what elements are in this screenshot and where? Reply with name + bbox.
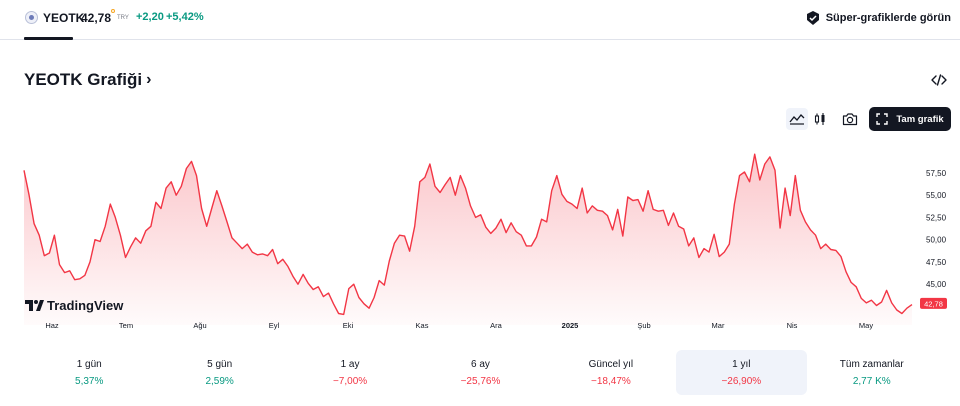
period-tab[interactable]: 1 gün 5,37% bbox=[24, 350, 154, 395]
period-change-value: 2,77 K% bbox=[852, 376, 891, 387]
camera-icon bbox=[842, 113, 858, 126]
price-line bbox=[23, 153, 913, 316]
x-tick-label: Ara bbox=[490, 321, 503, 330]
x-tick-label: 2025 bbox=[562, 321, 579, 330]
area-chart-icon bbox=[789, 114, 805, 125]
full-chart-label: Tam grafik bbox=[896, 113, 944, 125]
period-label: 5 gün bbox=[207, 359, 233, 370]
price-change-percent: +5,42% bbox=[166, 11, 204, 23]
x-tick-label: Tem bbox=[119, 321, 133, 330]
y-tick-label: 55,00 bbox=[926, 191, 947, 200]
period-label: Tüm zamanlar bbox=[839, 359, 904, 370]
full-chart-button[interactable]: Tam grafik bbox=[869, 107, 951, 131]
last-price-label: 42,78 bbox=[924, 299, 943, 308]
price-area bbox=[24, 154, 912, 325]
x-tick-label: Eki bbox=[343, 321, 354, 330]
period-tab[interactable]: Tüm zamanlar 2,77 K% bbox=[807, 350, 937, 395]
y-tick-label: 50,00 bbox=[926, 236, 947, 245]
candles-icon bbox=[814, 113, 825, 125]
symbol-price: 42,78 bbox=[81, 11, 112, 25]
snapshot-button[interactable] bbox=[839, 108, 861, 130]
y-tick-label: 45,00 bbox=[926, 280, 947, 289]
period-label: 1 gün bbox=[76, 359, 102, 370]
super-charts-link[interactable]: Süper-grafiklerde görün bbox=[805, 9, 951, 27]
performance-periods: 1 gün 5,37% 5 gün 2,59% 1 ay −7,00% 6 ay −25,76… bbox=[24, 350, 937, 395]
period-tab[interactable]: 6 ay −25,76% bbox=[415, 350, 545, 395]
period-label: Güncel yıl bbox=[588, 359, 634, 370]
x-tick-label: Eyl bbox=[269, 321, 280, 330]
period-change-value: −26,90% bbox=[721, 376, 762, 387]
period-change-value: 2,59% bbox=[205, 376, 234, 387]
price-chart[interactable]: 57,50 55,00 52,50 50,00 47,50 45,00 Haz Tem Ağu… bbox=[0, 140, 960, 340]
y-tick-label: 57,50 bbox=[926, 169, 947, 178]
chevron-right-icon: › bbox=[146, 71, 152, 88]
period-change-value: −25,76% bbox=[460, 376, 501, 387]
super-charts-label: Süper-grafiklerde görün bbox=[825, 12, 951, 24]
super-charts-icon bbox=[806, 11, 819, 25]
area-chart-style-button[interactable] bbox=[786, 108, 808, 130]
x-tick-label: Şub bbox=[637, 321, 650, 330]
x-axis: Haz Tem Ağu Eyl Eki Kas Ara 2025 Şub Mar Nis May bbox=[45, 321, 873, 330]
x-tick-label: Kas bbox=[416, 321, 429, 330]
y-tick-label: 52,50 bbox=[926, 213, 947, 222]
active-tab-indicator bbox=[24, 37, 73, 40]
symbol-name[interactable]: YEOTK bbox=[43, 11, 85, 25]
chart-title-link[interactable]: YEOTK Grafiği › bbox=[24, 70, 151, 90]
x-tick-label: Haz bbox=[45, 321, 59, 330]
period-tab[interactable]: Güncel yıl −18,47% bbox=[546, 350, 676, 395]
watermark-text: TradingView bbox=[47, 298, 124, 313]
price-change: +2,20 bbox=[136, 11, 164, 23]
period-tab[interactable]: 5 gün 2,59% bbox=[154, 350, 284, 395]
x-tick-label: May bbox=[859, 321, 873, 330]
x-tick-label: Nis bbox=[787, 321, 798, 330]
page-title: YEOTK Grafiği bbox=[24, 70, 143, 89]
fullscreen-icon bbox=[876, 113, 889, 125]
tradingview-watermark: TradingView bbox=[25, 298, 124, 313]
tradingview-logo-icon bbox=[25, 300, 44, 311]
market-status-icon bbox=[111, 9, 115, 13]
candles-chart-style-button[interactable] bbox=[809, 108, 831, 130]
y-tick-label: 47,50 bbox=[926, 258, 947, 267]
last-price-marker: 42,78 bbox=[920, 297, 947, 309]
symbol-bar: YEOTK 42,78 TRY +2,20 +5,42% Süper-grafi… bbox=[0, 0, 960, 40]
x-tick-label: Mar bbox=[712, 321, 725, 330]
period-tab[interactable]: 1 ay −7,00% bbox=[285, 350, 415, 395]
period-label: 1 yıl bbox=[732, 359, 751, 370]
period-change-value: −18,47% bbox=[591, 376, 631, 387]
period-label: 1 ay bbox=[340, 359, 360, 370]
x-tick-label: Ağu bbox=[193, 321, 206, 330]
period-label: 6 ay bbox=[471, 359, 490, 370]
period-change-value: −7,00% bbox=[332, 376, 368, 387]
period-change-value: 5,37% bbox=[75, 376, 104, 387]
period-tab[interactable]: 1 yıl −26,90% bbox=[676, 350, 807, 395]
last-price-badge bbox=[920, 297, 947, 309]
symbol-logo-icon bbox=[25, 11, 38, 24]
embed-code-icon[interactable] bbox=[931, 74, 947, 86]
currency-label: TRY bbox=[117, 15, 129, 21]
y-axis: 57,50 55,00 52,50 50,00 47,50 45,00 bbox=[926, 169, 947, 289]
